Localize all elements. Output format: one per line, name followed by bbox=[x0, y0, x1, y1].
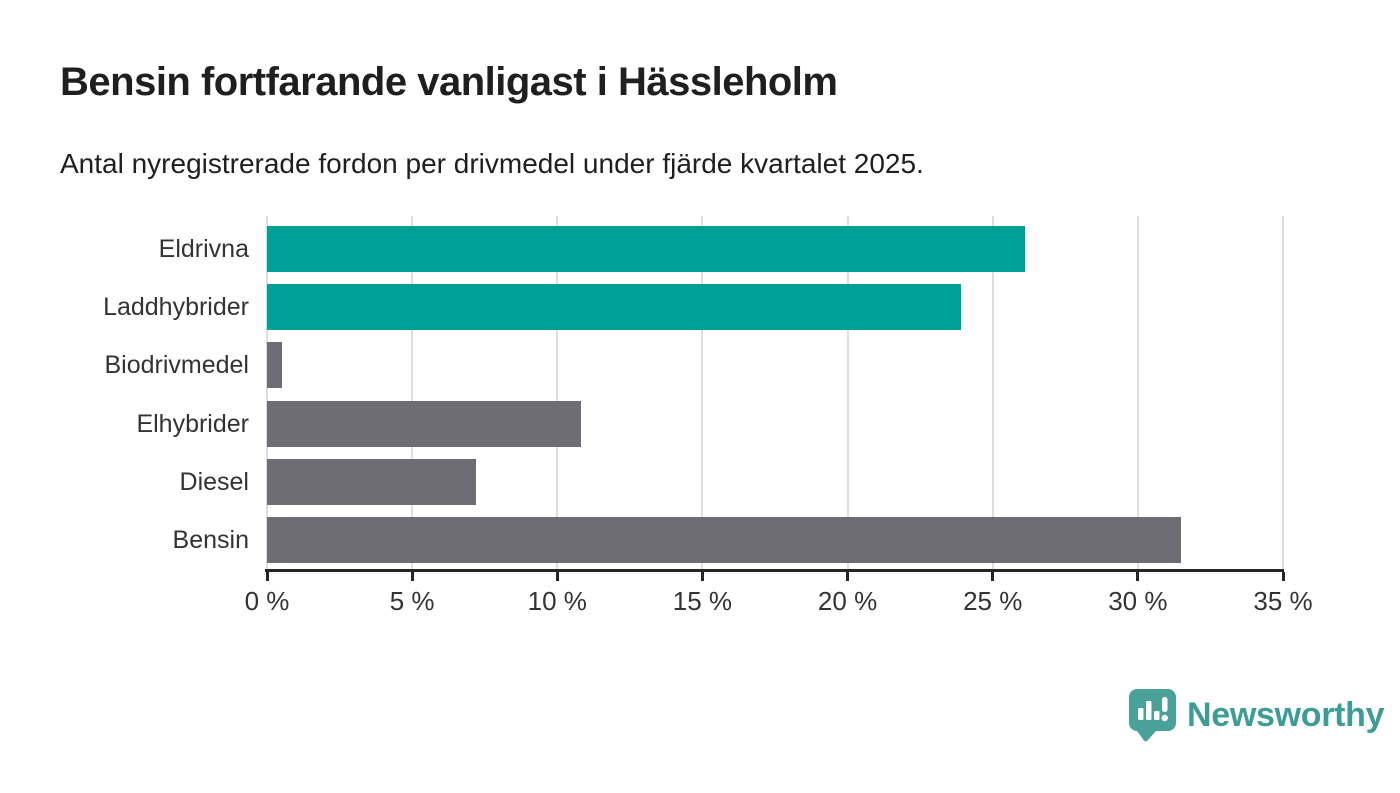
axis-tick-label: 25 % bbox=[963, 586, 1023, 616]
gridline bbox=[411, 216, 414, 570]
x-axis-tick-labels: 0 % 5 % 10 % 15 % 20 % 25 % 30 % 35 % bbox=[245, 586, 1313, 620]
category-label-diesel: Diesel bbox=[179, 467, 249, 496]
axis-tick-label: 30 % bbox=[1108, 586, 1168, 616]
gridline bbox=[1136, 216, 1139, 570]
axis-tick bbox=[991, 572, 995, 581]
bar-eldrivna bbox=[267, 226, 1025, 272]
category-label-bensin: Bensin bbox=[172, 526, 249, 554]
axis-tick bbox=[1136, 572, 1140, 581]
bar-diesel bbox=[267, 458, 476, 505]
category-label-laddhybrider: Laddhybrider bbox=[103, 293, 249, 322]
category-label-elhybrider: Elhybrider bbox=[136, 409, 249, 438]
gridline bbox=[1282, 216, 1284, 570]
x-axis-ticks bbox=[265, 572, 1285, 582]
category-label-eldrivna: Eldrivna bbox=[158, 235, 249, 263]
axis-tick-label: 20 % bbox=[817, 586, 878, 616]
bar-laddhybrider bbox=[267, 284, 961, 331]
chart-subtitle: Antal nyregistrerade fordon per drivmede… bbox=[60, 148, 924, 179]
axis-tick bbox=[265, 572, 269, 581]
axis-tick bbox=[1281, 572, 1285, 581]
axis-tick-label: 0 % bbox=[244, 586, 290, 616]
axis-tick bbox=[700, 572, 704, 581]
gridline bbox=[266, 216, 268, 570]
newsworthy-logo: Newsworthy bbox=[1128, 688, 1385, 742]
category-label-biodrivmedel: Biodrivmedel bbox=[104, 351, 249, 380]
gridline bbox=[701, 216, 704, 570]
axis-tick-label: 5 % bbox=[389, 586, 435, 616]
gridline bbox=[991, 216, 994, 570]
gridline bbox=[846, 216, 849, 570]
axis-tick bbox=[555, 572, 559, 581]
bar-biodrivmedel bbox=[267, 342, 282, 389]
axis-tick-label: 15 % bbox=[672, 586, 733, 616]
chart-title: Bensin fortfarande vanligast i Hässlehol… bbox=[60, 60, 838, 104]
gridline bbox=[556, 216, 559, 570]
plot-area bbox=[266, 216, 1284, 570]
axis-tick-label: 35 % bbox=[1253, 586, 1313, 616]
axis-tick bbox=[846, 572, 850, 581]
bar-bensin bbox=[267, 517, 1182, 563]
axis-tick bbox=[410, 572, 414, 581]
axis-tick-label: 10 % bbox=[527, 586, 587, 616]
bar-elhybrider bbox=[267, 400, 581, 447]
category-axis-labels: Eldrivna Laddhybrider Biodrivmedel Elhybrid… bbox=[40, 216, 258, 570]
newsworthy-logo-text: Newsworthy bbox=[1187, 695, 1385, 734]
bar-chart-speech-pin-icon bbox=[1129, 689, 1176, 742]
x-axis-line bbox=[265, 569, 1284, 572]
